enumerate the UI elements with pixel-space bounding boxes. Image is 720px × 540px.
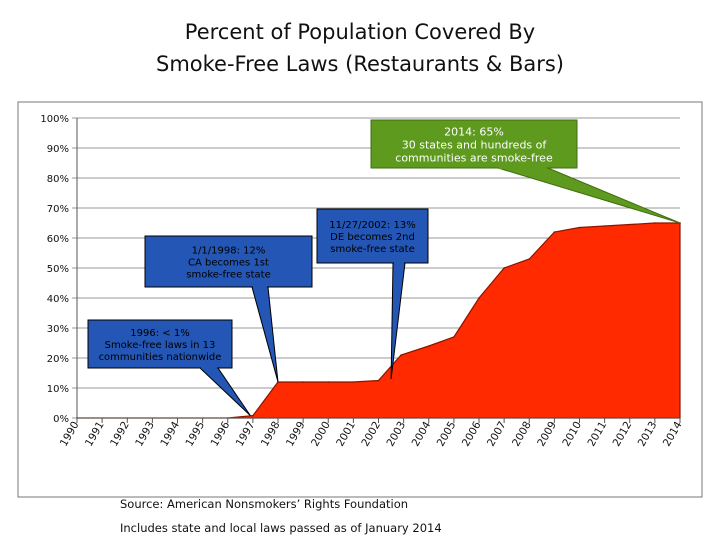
callout-text: Smoke-free laws in 13 — [105, 340, 216, 351]
callout-a2014: 2014: 65%30 states and hundreds ofcommun… — [370, 119, 681, 224]
data-point — [629, 223, 631, 226]
y-tick-label: 60% — [47, 234, 69, 245]
data-point — [252, 414, 254, 417]
callout-text: communities are smoke-free — [395, 152, 553, 165]
callout-box — [316, 208, 429, 264]
footnote: Includes state and local laws passed as … — [120, 521, 442, 535]
callout-text: 11/27/2002: 13% — [329, 220, 415, 231]
data-point — [453, 336, 455, 338]
y-tick-label: 100% — [40, 114, 69, 125]
data-point — [377, 379, 380, 382]
callout-a2002: 11/27/2002: 13%DE becomes 2ndsmoke-free … — [316, 208, 429, 380]
data-point — [428, 345, 430, 347]
annotations: 1996: < 1%Smoke-free laws in 13communiti… — [87, 119, 681, 416]
y-tick-label: 20% — [47, 354, 69, 365]
y-tick-label: 0% — [53, 414, 69, 425]
callout-text: smoke-free state — [186, 270, 271, 281]
callout-text: communities nationwide — [99, 352, 222, 363]
callout-text: smoke-free state — [330, 244, 415, 255]
data-point — [528, 258, 531, 260]
y-tick-label: 90% — [47, 144, 69, 155]
data-point — [553, 231, 556, 233]
data-point — [603, 225, 606, 227]
chart-title-line1: Percent of Population Covered By — [184, 20, 536, 44]
data-point — [302, 381, 304, 383]
callout-a1996: 1996: < 1%Smoke-free laws in 13communiti… — [87, 319, 251, 416]
callout-box — [87, 319, 233, 369]
callout-text: 1/1/1998: 12% — [192, 246, 266, 257]
y-tick-label: 30% — [47, 324, 69, 335]
y-tick-label: 50% — [47, 264, 69, 275]
callout-box — [144, 235, 313, 288]
callout-box — [370, 119, 578, 169]
y-tick-label: 40% — [47, 294, 69, 305]
data-point — [478, 297, 480, 299]
area-series — [77, 222, 681, 419]
callout-text: CA becomes 1st — [188, 258, 269, 269]
y-tick-label: 70% — [47, 204, 69, 215]
plot-area — [76, 222, 681, 419]
callout-text: 1996: < 1% — [130, 328, 189, 339]
y-axis: 0% 10% 20% 30% 40% 50% 60% 70% 80% 90% 100% — [40, 114, 78, 425]
y-tick-label: 80% — [47, 174, 69, 185]
chart-title: Percent of Population Covered By Smoke-F… — [0, 16, 720, 80]
chart-title-line2: Smoke-Free Laws (Restaurants & Bars) — [155, 52, 564, 76]
data-point — [400, 354, 402, 356]
y-tick-label: 10% — [47, 384, 69, 395]
data-point — [352, 381, 355, 383]
source-note: Source: American Nonsmokers’ Rights Foun… — [120, 497, 409, 511]
callout-text: 30 states and hundreds of — [402, 139, 548, 152]
data-point — [327, 381, 330, 383]
callout-text: 2014: 65% — [444, 126, 504, 139]
data-point — [503, 267, 505, 269]
data-point — [654, 222, 656, 224]
callout-text: DE becomes 2nd — [330, 232, 415, 243]
data-point — [578, 226, 581, 229]
